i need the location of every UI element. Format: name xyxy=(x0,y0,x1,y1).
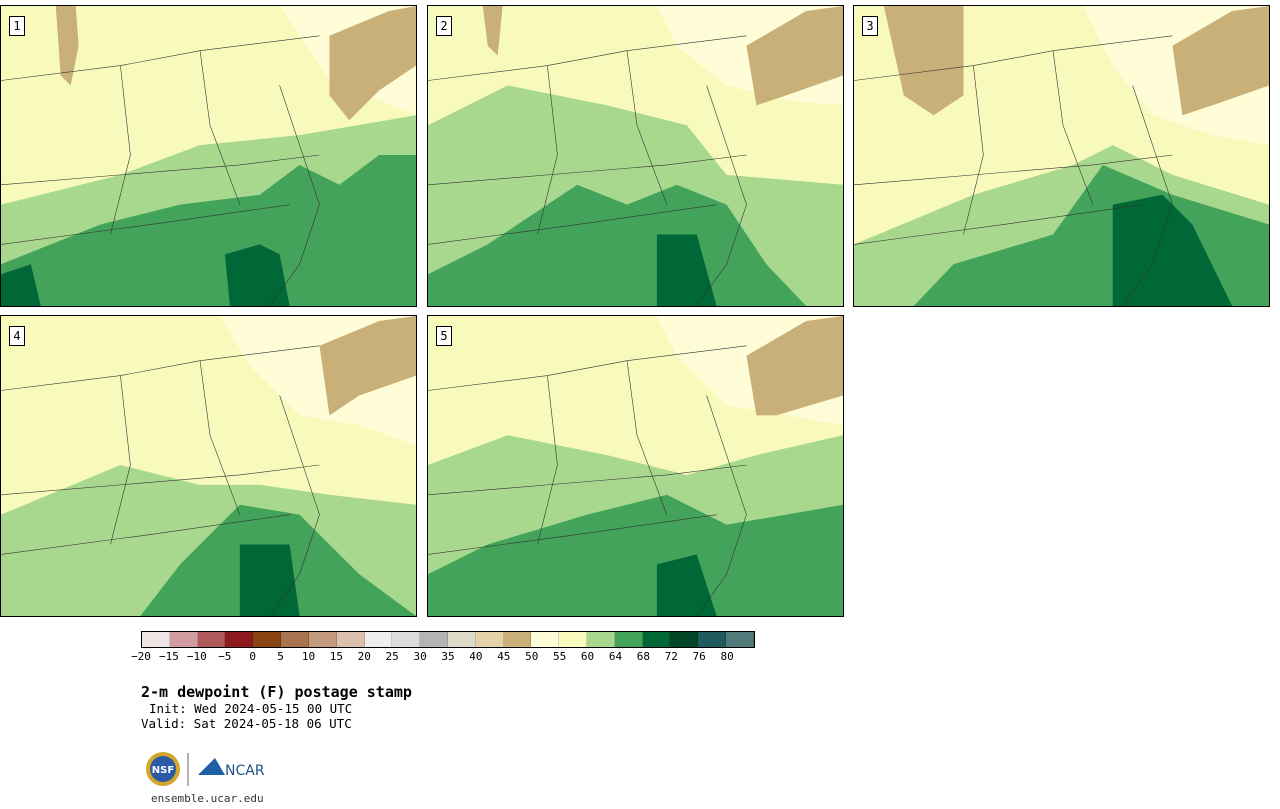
valid-time: Valid: Sat 2024-05-18 06 UTC xyxy=(141,716,352,731)
colorbar-swatch xyxy=(169,632,198,647)
dewpoint-map xyxy=(854,6,1269,306)
colorbar-swatch xyxy=(698,632,727,647)
colorbar-tick-label: 55 xyxy=(553,650,567,663)
postage-stamp-panel-1: 1 xyxy=(0,5,417,307)
panel-number: 1 xyxy=(9,16,25,36)
colorbar-swatch xyxy=(364,632,393,647)
colorbar-tick-label: 50 xyxy=(525,650,539,663)
colorbar-swatch xyxy=(642,632,671,647)
colorbar-tick-label: 60 xyxy=(580,650,595,663)
colorbar-swatch xyxy=(225,632,254,647)
colorbar-tick-label: 35 xyxy=(441,650,455,663)
colorbar-tick-label: 25 xyxy=(385,650,399,663)
website-link[interactable]: ensemble.ucar.edu xyxy=(151,792,264,805)
colorbar-tick-label: −15 xyxy=(158,650,179,663)
colorbar-swatch xyxy=(253,632,282,647)
colorbar-tick-label: −5 xyxy=(218,650,232,663)
colorbar-tick-label: 72 xyxy=(664,650,678,663)
colorbar-swatch xyxy=(392,632,421,647)
colorbar-tick-label: 20 xyxy=(357,650,371,663)
colorbar-swatch xyxy=(559,632,587,647)
colorbar-swatch xyxy=(475,632,504,647)
colorbar-tick-label: 80 xyxy=(720,650,734,663)
colorbar-swatch xyxy=(420,632,448,647)
colorbar-tick-label: 15 xyxy=(329,650,343,663)
panel-number: 4 xyxy=(9,326,25,346)
colorbar-swatch xyxy=(447,632,476,647)
colorbar-tick-label: 0 xyxy=(249,650,256,663)
colorbar-tick-label: 5 xyxy=(277,650,284,663)
colorbar-tick-label: 76 xyxy=(692,650,706,663)
logo-graphics: NSF NCAR xyxy=(146,752,265,786)
chart-title: 2-m dewpoint (F) postage stamp xyxy=(141,683,412,701)
panel-number: 2 xyxy=(436,16,452,36)
colorbar-tick-label: −20 xyxy=(131,650,151,663)
colorbar-ticks: −20 −15 −10 −5 0 5 10 15 20 25 30 35 40 45 50 55 60 64 68 7… xyxy=(131,650,755,664)
logos: NSF NCAR xyxy=(145,750,285,790)
nsf-logo-text: NSF xyxy=(152,765,174,776)
panel-number: 5 xyxy=(436,326,452,346)
panel-number: 3 xyxy=(862,16,878,36)
colorbar-tick-label: 30 xyxy=(413,650,427,663)
colorbar-tick-label: 40 xyxy=(469,650,483,663)
colorbar-swatch xyxy=(587,632,615,647)
colorbar-swatch xyxy=(726,632,754,647)
colorbar-tick-label: 64 xyxy=(608,650,623,663)
postage-stamp-panel-5: 5 xyxy=(427,315,844,617)
colorbar-swatch xyxy=(503,632,532,647)
colorbar xyxy=(141,631,755,648)
dewpoint-map xyxy=(428,316,843,616)
init-time: Init: Wed 2024-05-15 00 UTC xyxy=(149,701,353,716)
ncar-logo: NCAR xyxy=(198,758,265,779)
colorbar-tick-label: 68 xyxy=(636,650,650,663)
colorbar-tick-label: 45 xyxy=(497,650,511,663)
colorbar-swatch xyxy=(197,632,226,647)
colorbar-swatch xyxy=(308,632,337,647)
dewpoint-map xyxy=(1,316,416,616)
colorbar-swatch xyxy=(531,632,560,647)
colorbar-swatch xyxy=(142,632,170,647)
ncar-logo-text: NCAR xyxy=(225,763,265,779)
postage-stamp-panel-3: 3 xyxy=(853,5,1270,307)
postage-stamp-panel-4: 4 xyxy=(0,315,417,617)
nsf-logo: NSF xyxy=(146,752,180,786)
colorbar-tick-label: 10 xyxy=(301,650,316,663)
colorbar-swatch xyxy=(336,632,365,647)
postage-stamp-panel-2: 2 xyxy=(427,5,844,307)
colorbar-swatch xyxy=(614,632,643,647)
colorbar-swatch xyxy=(670,632,699,647)
colorbar-tick-label: −10 xyxy=(186,650,207,663)
colorbar-swatch xyxy=(281,632,309,647)
dewpoint-map xyxy=(1,6,416,306)
dewpoint-map xyxy=(428,6,843,306)
